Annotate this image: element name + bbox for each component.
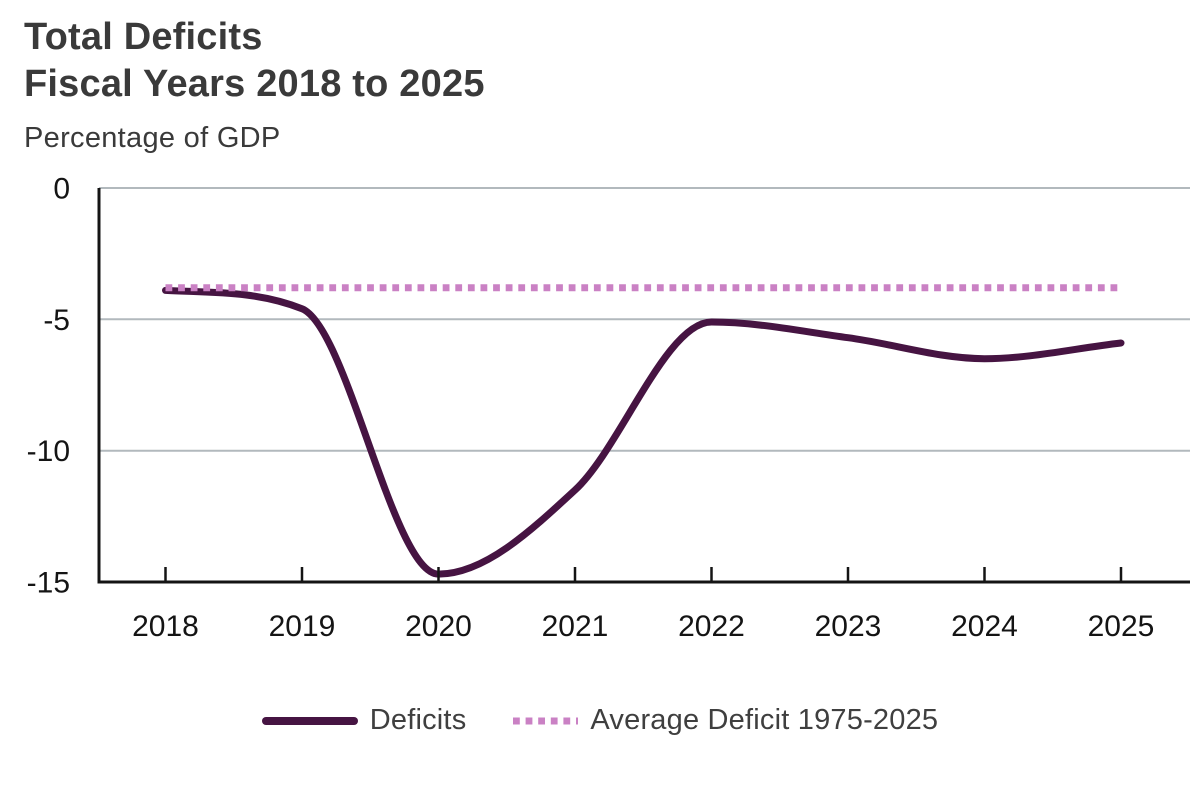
x-tick-label-2023: 2023 <box>815 610 882 643</box>
legend-label-average-deficit: Average Deficit 1975-2025 <box>590 704 939 736</box>
x-tick-label-2021: 2021 <box>542 610 609 643</box>
x-tick-label-2024: 2024 <box>951 610 1018 643</box>
dotted-line-icon <box>513 717 579 724</box>
x-tick-label-2022: 2022 <box>678 610 745 643</box>
deficits-chart-svg: 2018 2019 2020 2021 2022 2023 2024 2025 0 -5 -10 -1… <box>27 173 1190 643</box>
y-tick-label-0: 0 <box>53 173 70 206</box>
y-tick-label--5: -5 <box>43 304 70 337</box>
chart-legend: Deficits Average Deficit 1975-2025 <box>0 704 1200 737</box>
x-tick-label-2018: 2018 <box>132 610 199 643</box>
legend-item-average-deficit: Average Deficit 1975-2025 <box>512 704 938 737</box>
legend-item-deficits: Deficits <box>261 704 467 737</box>
legend-label-deficits: Deficits <box>369 704 467 736</box>
solid-line-icon <box>261 716 358 725</box>
x-tick-label-2020: 2020 <box>405 610 472 643</box>
y-axis-unit-label: Percentage of GDP <box>24 122 281 154</box>
x-tick-label-2025: 2025 <box>1088 610 1155 643</box>
axis-lines <box>97 188 1190 584</box>
deficits-line <box>162 286 1125 578</box>
y-tick-label--10: -10 <box>27 435 70 468</box>
x-tick-label-2019: 2019 <box>269 610 336 643</box>
y-tick-label--15: -15 <box>27 567 70 600</box>
chart-area: 2018 2019 2020 2021 2022 2023 2024 2025 0 -5 -10 -1… <box>0 156 1200 656</box>
chart-title-line-2: Fiscal Years 2018 to 2025 <box>24 63 485 105</box>
chart-header: Total Deficits Fiscal Years 2018 to 2025… <box>0 0 1200 156</box>
chart-title-line-1: Total Deficits <box>24 16 263 58</box>
